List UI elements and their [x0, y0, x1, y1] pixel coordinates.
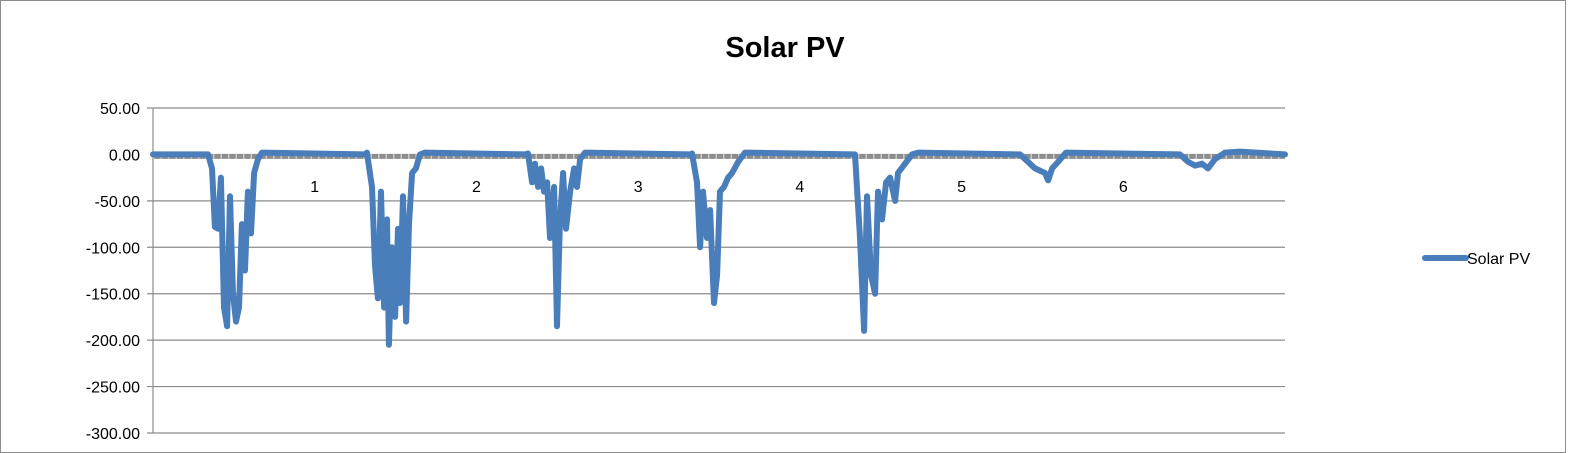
y-tick-label: -300.00	[86, 426, 140, 443]
y-tick-label: -50.00	[95, 194, 140, 211]
y-tick-label: -150.00	[86, 287, 140, 304]
chart-title: Solar PV	[725, 32, 845, 64]
x-tick-label: 4	[795, 179, 804, 196]
legend: Solar PV	[1422, 251, 1530, 268]
y-tick-label: 50.00	[100, 101, 140, 118]
x-tick-label: 3	[634, 179, 643, 196]
legend-label-solar-pv: Solar PV	[1467, 251, 1530, 268]
x-tick-label: 2	[472, 179, 481, 196]
y-tick-label: -250.00	[86, 380, 140, 397]
y-tick-label: -100.00	[86, 240, 140, 257]
series-group	[150, 148, 1288, 348]
x-tick-label: 6	[1119, 179, 1128, 196]
y-axis-labels: 50.00 0.00 -50.00 -100.00 -150.00 -200.00 -250…	[86, 101, 140, 443]
x-tick-label: 5	[957, 179, 966, 196]
y-tick-label: 0.00	[109, 147, 140, 164]
x-tick-label: 1	[310, 179, 319, 196]
y-tick-label: -200.00	[86, 333, 140, 350]
x-axis-labels: 1 2 3 4 5 6	[310, 179, 1128, 196]
series-line-solar-pv	[150, 148, 1288, 348]
